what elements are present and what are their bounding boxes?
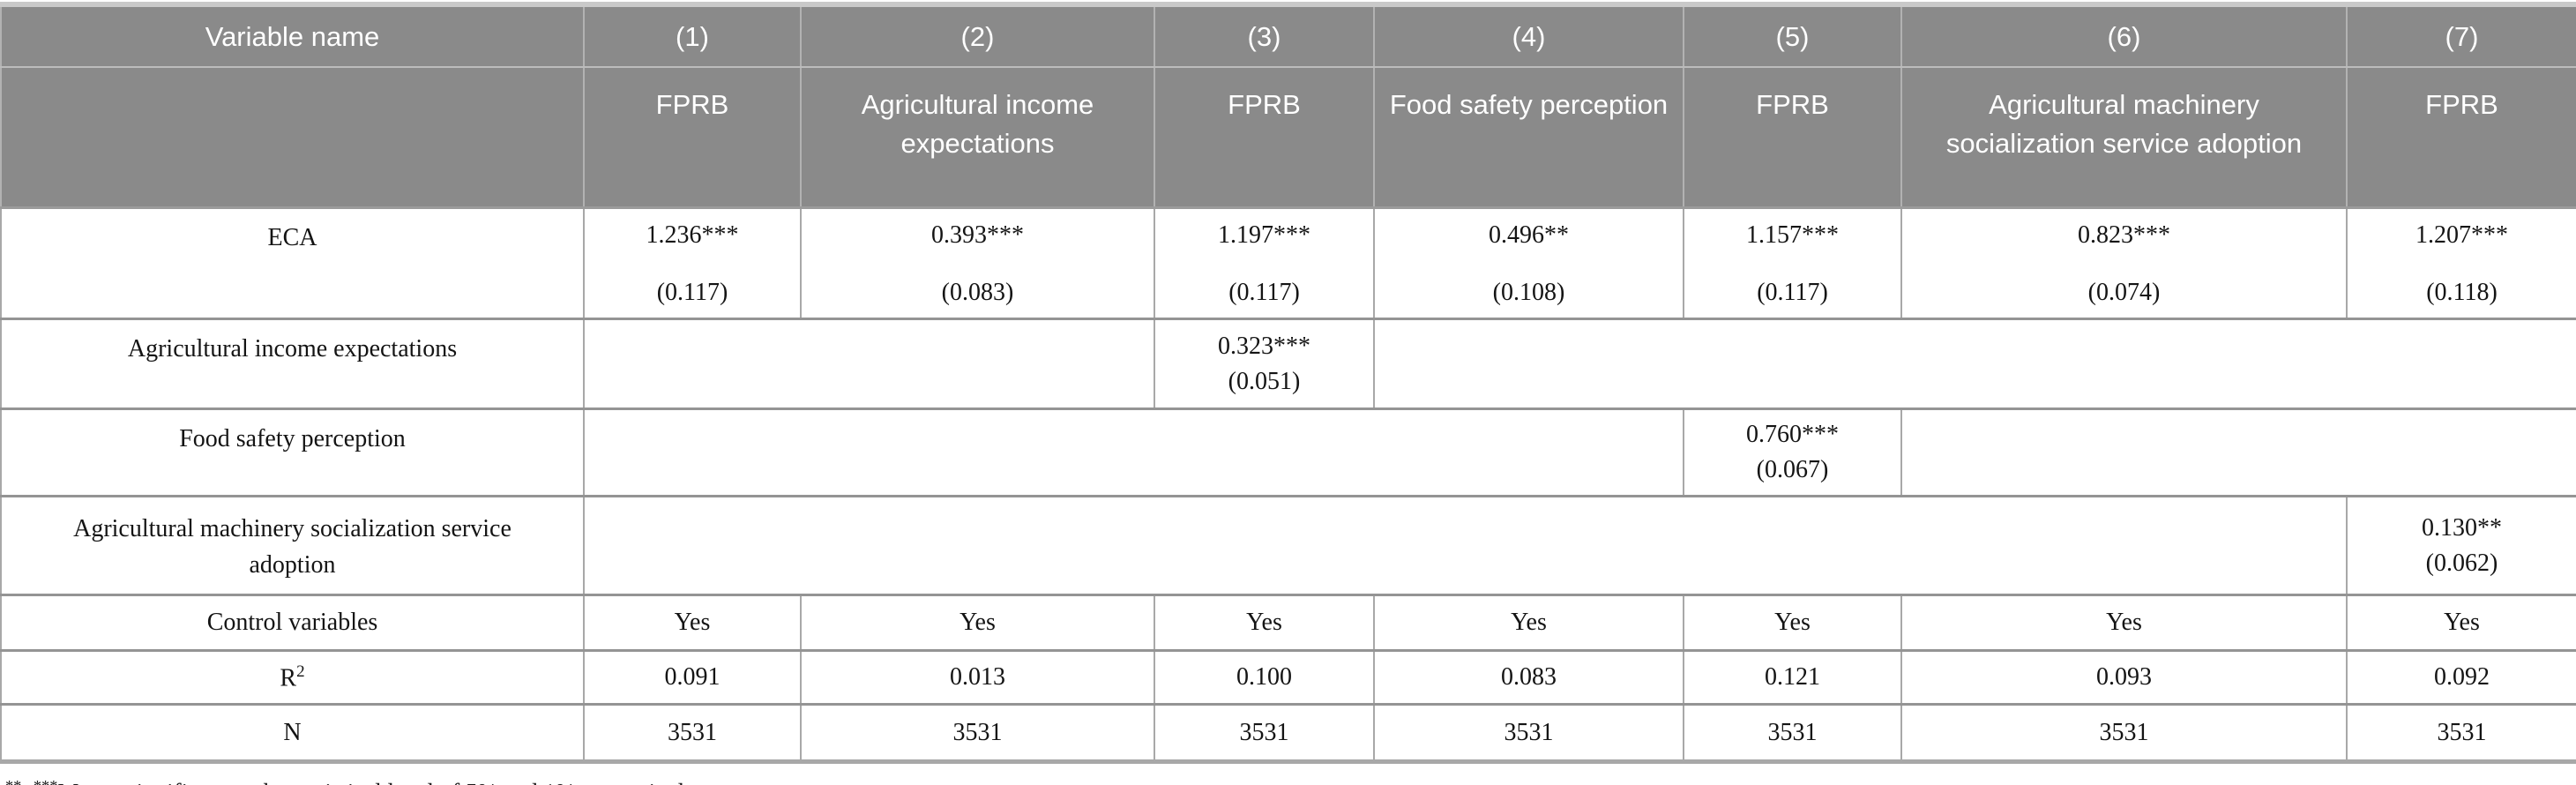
coefficient: 0.496** (1489, 221, 1569, 249)
empty-cell (583, 318, 1155, 410)
header-model-4: (4) (1373, 4, 1684, 68)
eca-cell-3: 1.197*** (0.117) (1154, 206, 1375, 320)
empty-cell (1900, 407, 2576, 497)
n-cell-2: 3531 (800, 703, 1155, 763)
table-row-control-variables: Control variables Yes Yes Yes Yes Yes Ye… (0, 594, 2576, 652)
header-empty-cell (0, 67, 585, 208)
coefficient: 0.760*** (1746, 421, 1839, 448)
header-dv-machinery-adoption: Agricultural machinery socialization ser… (1900, 67, 2348, 208)
r2-cell-6: 0.093 (1900, 649, 2348, 706)
controls-cell-2: Yes (800, 594, 1155, 652)
r-squared-base: R (280, 664, 297, 692)
standard-error: (0.067) (1756, 456, 1829, 483)
standard-error: (0.117) (656, 279, 728, 307)
header-row-model-numbers: Variable name (1) (2) (3) (4) (5) (6) (7… (0, 4, 2576, 68)
significance-footnote: **, ***Means significant at the statisti… (5, 777, 2576, 785)
controls-cell-5: Yes (1683, 594, 1902, 652)
food-cell-5: 0.760*** (0.067) (1683, 407, 1902, 497)
footnote-separator: , (21, 779, 34, 785)
header-row-dependent-variables: FPRB Agricultural income expectations FP… (0, 67, 2576, 208)
eca-cell-5: 1.157*** (0.117) (1683, 206, 1902, 320)
eca-cell-1: 1.236*** (0.117) (583, 206, 802, 320)
row-label-control-variables: Control variables (0, 594, 585, 652)
table-row-food-safety: Food safety perception 0.760*** (0.067) (0, 407, 2576, 497)
footnote-text: Means significant at the statistical lev… (57, 779, 700, 785)
eca-cell-7: 1.207*** (0.118) (2346, 206, 2576, 320)
empty-cell (583, 495, 2348, 596)
standard-error: (0.051) (1228, 367, 1301, 395)
controls-cell-7: Yes (2346, 594, 2576, 652)
n-cell-3: 3531 (1154, 703, 1375, 763)
header-dv-food-safety: Food safety perception (1373, 67, 1684, 208)
header-dv-fprb-3: FPRB (1154, 67, 1375, 208)
controls-cell-6: Yes (1900, 594, 2348, 652)
table-header: Variable name (1) (2) (3) (4) (5) (6) (7… (0, 4, 2576, 208)
row-label-machinery-adoption: Agricultural machinery socialization ser… (0, 495, 585, 596)
eca-cell-2: 0.393*** (0.083) (800, 206, 1155, 320)
coefficient: 1.236*** (646, 221, 739, 249)
table-row-r-squared: R2 0.091 0.013 0.100 0.083 0.121 0.093 0… (0, 649, 2576, 706)
regression-results-table: Variable name (1) (2) (3) (4) (5) (6) (7… (0, 2, 2576, 764)
header-dv-fprb-1: FPRB (583, 67, 802, 208)
r2-cell-2: 0.013 (800, 649, 1155, 706)
r2-cell-1: 0.091 (583, 649, 802, 706)
standard-error: (0.117) (1228, 279, 1300, 307)
table-row-eca: ECA 1.236*** (0.117) 0.393*** (0.083) 1.19… (0, 206, 2576, 320)
row-label-r-squared: R2 (0, 649, 585, 706)
coefficient: 0.323*** (1218, 332, 1310, 360)
header-model-6: (6) (1900, 4, 2348, 68)
row-label-food-safety: Food safety perception (0, 407, 585, 497)
empty-cell (583, 407, 1684, 497)
r2-cell-5: 0.121 (1683, 649, 1902, 706)
header-dv-fprb-5: FPRB (1683, 67, 1902, 208)
table-row-n: N 3531 3531 3531 3531 3531 3531 3531 (0, 703, 2576, 763)
machinery-cell-7: 0.130** (0.062) (2346, 495, 2576, 596)
header-model-2: (2) (800, 4, 1155, 68)
standard-error: (0.108) (1492, 279, 1565, 307)
eca-cell-4: 0.496** (0.108) (1373, 206, 1684, 320)
coefficient: 1.207*** (2415, 221, 2508, 249)
controls-cell-3: Yes (1154, 594, 1375, 652)
coefficient: 0.130** (2422, 513, 2502, 542)
header-model-5: (5) (1683, 4, 1902, 68)
header-model-3: (3) (1154, 4, 1375, 68)
r2-cell-4: 0.083 (1373, 649, 1684, 706)
five-percent-stars: ** (5, 777, 21, 785)
table-row-income-expectations: Agricultural income expectations 0.323**… (0, 318, 2576, 410)
n-cell-1: 3531 (583, 703, 802, 763)
controls-cell-4: Yes (1373, 594, 1684, 652)
one-percent-stars: *** (34, 777, 58, 785)
header-dv-income-expectations: Agricultural income expectations (800, 67, 1155, 208)
r2-cell-7: 0.092 (2346, 649, 2576, 706)
coefficient: 0.393*** (931, 221, 1024, 249)
controls-cell-1: Yes (583, 594, 802, 652)
eca-cell-6: 0.823*** (0.074) (1900, 206, 2348, 320)
r-squared-exponent: 2 (296, 662, 305, 681)
standard-error: (0.083) (941, 279, 1014, 307)
row-label-eca: ECA (0, 206, 585, 320)
standard-error: (0.074) (2087, 279, 2161, 307)
n-cell-5: 3531 (1683, 703, 1902, 763)
row-label-n: N (0, 703, 585, 763)
header-model-7: (7) (2346, 4, 2576, 68)
coefficient: 1.157*** (1746, 221, 1839, 249)
standard-error: (0.062) (2425, 549, 2498, 577)
standard-error: (0.117) (1757, 279, 1828, 307)
coefficient: 1.197*** (1218, 221, 1310, 249)
n-cell-6: 3531 (1900, 703, 2348, 763)
r2-cell-3: 0.100 (1154, 649, 1375, 706)
n-cell-7: 3531 (2346, 703, 2576, 763)
header-model-1: (1) (583, 4, 802, 68)
coefficient: 0.823*** (2078, 221, 2170, 249)
table-body: ECA 1.236*** (0.117) 0.393*** (0.083) 1.19… (0, 206, 2576, 763)
header-dv-fprb-7: FPRB (2346, 67, 2576, 208)
row-label-income-expectations: Agricultural income expectations (0, 318, 585, 410)
empty-cell (1373, 318, 2576, 410)
header-variable-name: Variable name (0, 4, 585, 68)
table-row-machinery-adoption: Agricultural machinery socialization ser… (0, 495, 2576, 596)
n-cell-4: 3531 (1373, 703, 1684, 763)
income-cell-3: 0.323*** (0.051) (1154, 318, 1375, 410)
standard-error: (0.118) (2426, 279, 2498, 307)
